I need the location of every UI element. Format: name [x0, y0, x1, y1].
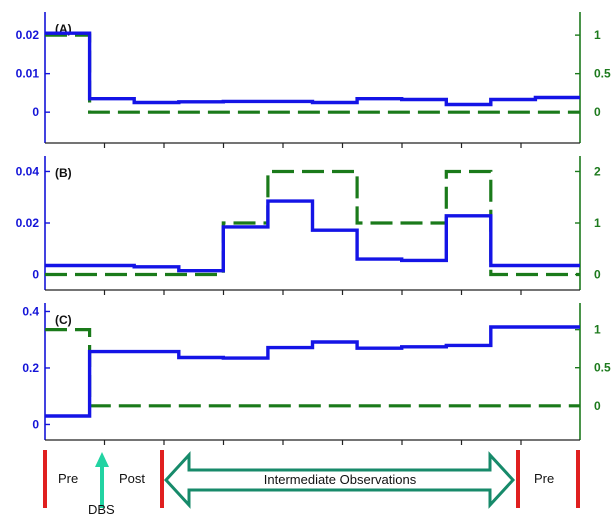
left-tick-label: 0.02: [16, 216, 40, 230]
pre-right-label: Pre: [534, 471, 554, 486]
intermediate-double-arrow-icon: [163, 451, 516, 509]
dbs-label: DBS: [88, 502, 115, 514]
phase-annotations: Pre DBS Post Intermediate Observations P…: [43, 450, 580, 514]
right-tick-label: 0.5: [594, 361, 611, 375]
chart-panels: 00.010.0200.51(A)00.020.04012(B)00.20.40…: [16, 12, 611, 445]
intermediate-label: Intermediate Observations: [264, 472, 417, 487]
right-tick-label: 1: [594, 216, 601, 230]
right-tick-label: 0: [594, 268, 601, 282]
left-axis-series-line: [45, 31, 580, 107]
right-tick-label: 1: [594, 28, 601, 42]
left-tick-label: 0: [32, 105, 39, 119]
left-tick-label: 0.4: [22, 304, 39, 318]
left-tick-label: 0.02: [16, 28, 40, 42]
left-tick-label: 0.2: [22, 361, 39, 375]
right-axis-series-line: [45, 33, 580, 114]
left-tick-label: 0.01: [16, 67, 40, 81]
left-tick-label: 0: [32, 417, 39, 431]
left-axis-series-line: [45, 325, 580, 418]
right-tick-label: 0: [594, 105, 601, 119]
right-tick-label: 1: [594, 323, 601, 337]
post-label: Post: [119, 471, 145, 486]
panel-label: (C): [55, 313, 72, 327]
right-axis-series-line: [45, 169, 580, 277]
chart-panel-2: 0 0.02 0.04 0 1 2 (B): [16, 156, 601, 295]
left-axis-series-line: [45, 199, 580, 273]
chart-panel-3: 0 0.2 0.4 0 0.5 1 (C): [22, 303, 611, 445]
pre-left-label: Pre: [58, 471, 78, 486]
left-tick-label: 0: [32, 268, 39, 282]
left-tick-label: 0.04: [16, 164, 40, 178]
right-tick-label: 0: [594, 399, 601, 413]
right-tick-label: 2: [594, 164, 601, 178]
panel-label: (B): [55, 166, 72, 180]
dbs-arrow-icon: [95, 452, 109, 508]
right-axis-series-line: [45, 328, 580, 408]
right-tick-label: 0.5: [594, 67, 611, 81]
